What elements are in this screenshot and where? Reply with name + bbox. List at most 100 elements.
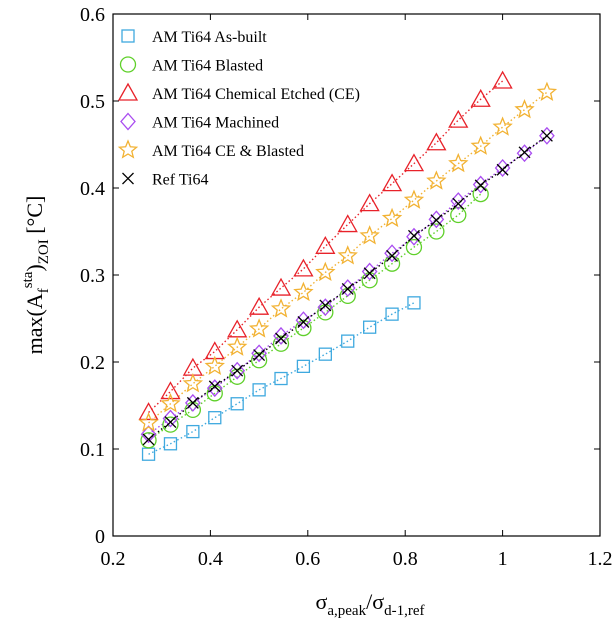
x-tick-label: 0.4 <box>198 548 223 570</box>
data-point <box>430 214 443 227</box>
data-point <box>386 249 399 262</box>
data-point <box>163 437 178 451</box>
x-axis-label-sub2: d-1,ref <box>384 603 424 619</box>
data-point <box>295 319 312 337</box>
data-point <box>403 153 425 172</box>
fit-line-3 <box>148 80 504 413</box>
y-axis-label-sub: ZOI <box>36 239 52 264</box>
data-point <box>403 189 425 209</box>
data-point <box>470 88 491 107</box>
data-point <box>162 416 179 433</box>
data-point <box>317 298 334 317</box>
data-point <box>540 129 553 142</box>
series-5-markers <box>138 81 558 432</box>
x-tick-label: 0.6 <box>295 548 320 570</box>
data-point <box>341 282 354 295</box>
y-tick-label: 0.4 <box>80 178 105 200</box>
data-point <box>337 245 358 265</box>
data-point <box>448 152 469 173</box>
data-point <box>428 210 445 229</box>
legend: AM Ti64 As-built AM Ti64 Blasted AM Ti64 C… <box>117 29 360 189</box>
data-point <box>274 371 288 386</box>
data-point <box>293 281 314 302</box>
data-point <box>248 318 270 338</box>
x-axis-label-base: σ <box>316 589 328 614</box>
y-tick-label: 0.2 <box>80 352 105 374</box>
data-point <box>270 298 292 318</box>
legend-item: AM Ti64 Blasted <box>119 56 263 75</box>
legend-marker <box>121 29 135 43</box>
series-3-markers <box>138 70 513 421</box>
data-point <box>315 261 336 282</box>
data-point <box>492 70 513 89</box>
data-point <box>452 197 465 210</box>
data-point <box>319 299 332 312</box>
data-point <box>227 319 248 338</box>
data-point <box>186 396 199 409</box>
data-point <box>339 279 356 298</box>
legend-item: AM Ti64 Machined <box>120 112 279 132</box>
data-point <box>385 307 399 321</box>
data-point <box>206 379 223 398</box>
data-point <box>293 258 314 277</box>
series-6-markers <box>142 129 553 446</box>
legend-label: Ref Ti64 <box>152 172 208 189</box>
data-point <box>317 304 334 321</box>
data-point <box>182 373 204 393</box>
data-point <box>428 223 445 240</box>
data-point <box>138 402 159 421</box>
data-point <box>470 135 491 155</box>
data-point <box>450 206 467 224</box>
x-tick-label: 1.2 <box>588 548 613 570</box>
legend-marker <box>117 139 139 159</box>
y-axis-label-prefix: max(A <box>22 293 47 354</box>
legend-marker <box>119 56 137 73</box>
data-point <box>514 98 535 119</box>
x-tick-label: 0.2 <box>101 548 126 570</box>
data-point <box>426 132 447 151</box>
fit-line-5 <box>148 91 548 424</box>
data-point <box>138 412 159 432</box>
data-point <box>426 170 447 190</box>
legend-item: AM Ti64 CE & Blasted <box>117 139 304 160</box>
data-point <box>208 380 221 393</box>
data-point <box>518 146 531 159</box>
data-point <box>407 296 421 310</box>
data-point <box>448 109 469 128</box>
x-axis-label: σa,peak/σd-1,ref <box>316 589 425 619</box>
data-point <box>204 355 225 376</box>
data-point <box>341 334 355 348</box>
legend-item: Ref Ti64 <box>122 172 208 189</box>
fit-line-1 <box>148 302 415 455</box>
legend-label: AM Ti64 Machined <box>152 115 279 132</box>
data-point <box>381 207 403 228</box>
y-tick-label: 0.6 <box>80 4 105 26</box>
data-point <box>140 425 157 444</box>
x-tick-label: 0.8 <box>393 548 418 570</box>
series-1-markers <box>141 296 421 461</box>
data-point <box>275 332 287 345</box>
data-point <box>250 352 268 369</box>
data-point <box>230 397 244 411</box>
data-point <box>315 235 336 254</box>
data-point <box>296 359 311 374</box>
data-point <box>270 277 292 296</box>
data-point <box>318 347 332 361</box>
data-point <box>297 316 310 328</box>
legend-label: AM Ti64 As-built <box>152 29 267 46</box>
y-axis-label-close: ) <box>22 264 47 271</box>
data-point <box>229 368 246 385</box>
data-point <box>208 411 222 425</box>
series-2-markers <box>140 185 489 449</box>
data-point <box>272 335 290 352</box>
data-point <box>164 416 177 428</box>
y-tick-label: 0.3 <box>80 265 105 287</box>
data-point <box>160 381 181 400</box>
data-point <box>516 144 533 163</box>
data-markers <box>138 70 558 461</box>
legend-label: AM Ti64 Chemical Etched (CE) <box>152 86 360 103</box>
data-point <box>185 393 201 412</box>
y-axis-label-sup: sta <box>20 271 36 288</box>
data-point <box>405 239 423 256</box>
data-point <box>226 336 248 356</box>
